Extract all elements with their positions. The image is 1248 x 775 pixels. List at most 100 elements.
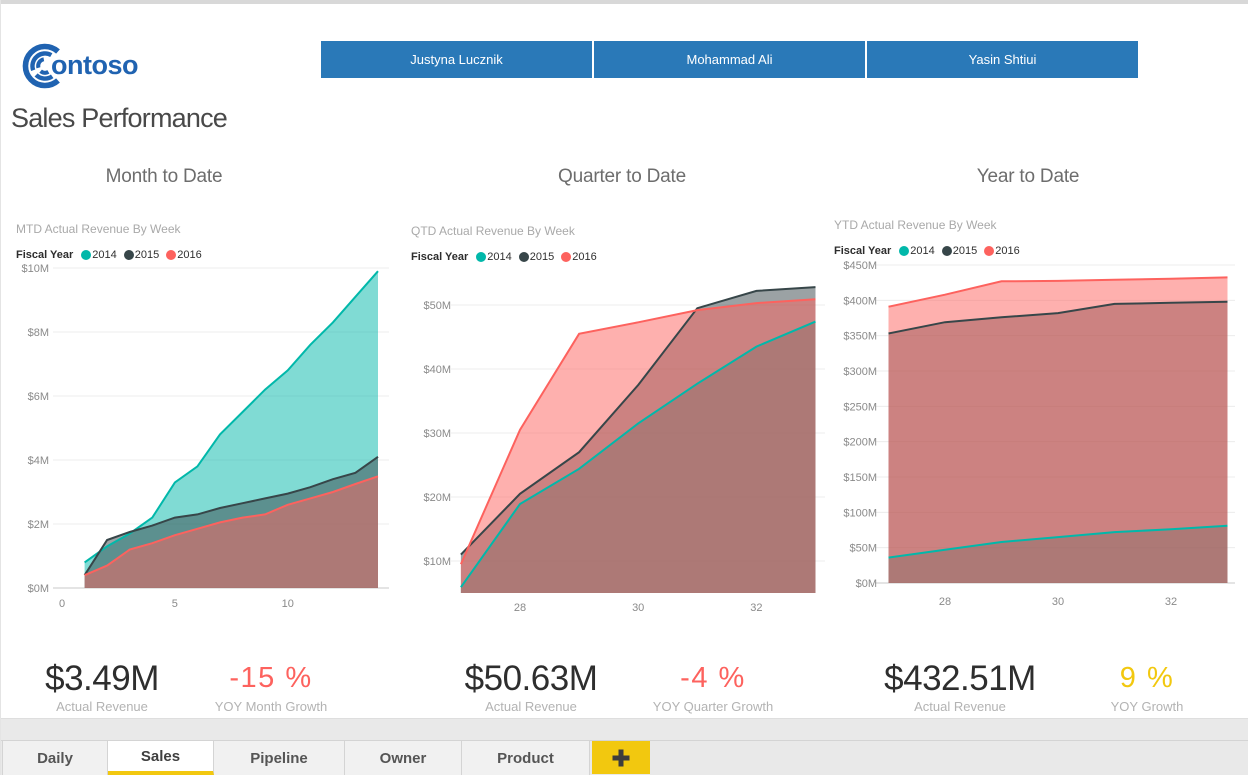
y-axis-label: $20M xyxy=(423,492,451,504)
kpi-value: $3.49M xyxy=(45,659,159,698)
line-2016[interactable] xyxy=(459,298,816,565)
legend-dot-2016 xyxy=(984,246,995,256)
legend-dot-2015 xyxy=(518,252,529,262)
legend-title: Fiscal Year xyxy=(834,245,892,257)
x-axis-label: 32 xyxy=(750,602,762,614)
window-edge xyxy=(1,0,1248,4)
y-axis-label: $0M xyxy=(856,578,877,590)
legend-label: 2014 xyxy=(487,251,512,263)
tab-owner[interactable]: Owner xyxy=(345,741,462,775)
mtd-legend: Fiscal Year 2014 2015 2016 xyxy=(16,249,209,261)
x-axis-label: 0 xyxy=(59,598,65,610)
y-axis-label: $2M xyxy=(28,519,49,531)
area-2016[interactable] xyxy=(84,476,378,588)
legend-item-2014[interactable]: 2014 xyxy=(899,245,935,257)
qtd-growth-card: -4 % YOY Quarter Growth xyxy=(653,662,773,714)
kpi-label: Actual Revenue xyxy=(56,699,148,714)
slicer-button-mohammad-ali[interactable]: Mohammad Ali xyxy=(594,41,865,78)
line-2014[interactable] xyxy=(888,524,1228,559)
legend-dot-2015 xyxy=(123,250,134,260)
qtd-chart-title: QTD Actual Revenue By Week xyxy=(411,224,575,238)
line-2014[interactable] xyxy=(460,320,816,588)
legend-dot-2016 xyxy=(561,252,572,262)
kpi-label: YOY Quarter Growth xyxy=(652,699,774,714)
y-axis-label: $4M xyxy=(28,455,49,467)
kpi-growth-value: -15 % xyxy=(229,662,313,694)
add-page-button[interactable] xyxy=(592,741,650,774)
x-axis-label: 28 xyxy=(939,596,951,608)
x-axis-label: 32 xyxy=(1165,596,1177,608)
logo-arc-mid-bottom xyxy=(34,73,54,81)
x-axis-label: 28 xyxy=(514,602,526,614)
area-2016[interactable] xyxy=(888,277,1228,583)
line-2015[interactable] xyxy=(460,286,816,556)
y-axis-label: $50M xyxy=(423,300,451,312)
mtd-chart-title: MTD Actual Revenue By Week xyxy=(16,222,181,236)
legend-item-2016[interactable]: 2016 xyxy=(166,249,202,261)
x-axis-label: 10 xyxy=(282,598,294,610)
legend-item-2014[interactable]: 2014 xyxy=(476,251,512,263)
legend-item-2015[interactable]: 2015 xyxy=(123,249,160,261)
y-axis-label: $100M xyxy=(843,507,877,519)
page-title: Sales Performance xyxy=(11,103,228,133)
page-tabs: Daily Sales Pipeline Owner Product xyxy=(2,741,650,775)
line-2016[interactable] xyxy=(888,276,1228,308)
legend-title: Fiscal Year xyxy=(411,251,469,263)
y-axis-label: $0M xyxy=(28,583,49,595)
ytd-growth-card: 9 % YOY Growth xyxy=(1111,662,1184,714)
legend-item-2016[interactable]: 2016 xyxy=(984,245,1020,257)
legend-label: 2015 xyxy=(952,245,978,257)
legend-dot-2014 xyxy=(81,250,92,260)
y-axis-label: $8M xyxy=(28,327,49,339)
tab-sales[interactable]: Sales xyxy=(108,741,214,775)
line-2015[interactable] xyxy=(83,455,379,576)
legend-item-2015[interactable]: 2015 xyxy=(518,251,555,263)
legend-label: 2014 xyxy=(92,249,117,261)
ytd-chart-title: YTD Actual Revenue By Week xyxy=(834,218,997,232)
y-axis-label: $400M xyxy=(843,295,877,307)
ytd-legend: Fiscal Year 2014 2015 2016 xyxy=(834,245,1027,257)
x-axis-label: 5 xyxy=(172,598,178,610)
legend-dot-2015 xyxy=(941,246,952,256)
area-2016[interactable] xyxy=(460,299,816,593)
ytd-area-chart: $0M $50M $100M $150M $200M $250M $300M $350M $40… xyxy=(843,260,1235,608)
qtd-area-chart: $10M $20M $30M $40M $50M 28 30 32 xyxy=(423,286,825,614)
y-axis-label: $10M xyxy=(423,556,451,568)
x-axis-label: 30 xyxy=(632,602,644,614)
logo-wordmark: ontoso xyxy=(51,50,138,80)
legend-label: 2016 xyxy=(177,249,202,261)
logo-arc-inner-bottom xyxy=(39,69,50,75)
legend-label: 2014 xyxy=(910,245,935,257)
footer-divider xyxy=(1,740,1248,741)
legend-label: 2015 xyxy=(134,249,160,261)
kpi-value: $50.63M xyxy=(464,659,598,698)
legend-label: 2015 xyxy=(529,251,555,263)
y-axis-label: $30M xyxy=(423,428,451,440)
legend-label: 2016 xyxy=(572,251,597,263)
y-axis-label: $50M xyxy=(849,543,877,555)
tab-product[interactable]: Product xyxy=(462,741,590,775)
kpi-label: Actual Revenue xyxy=(914,699,1006,714)
kpi-growth-value: -4 % xyxy=(680,662,746,694)
legend-item-2016[interactable]: 2016 xyxy=(561,251,597,263)
y-axis-label: $10M xyxy=(21,263,49,275)
legend-item-2015[interactable]: 2015 xyxy=(941,245,978,257)
mtd-growth-card: -15 % YOY Month Growth xyxy=(215,662,327,714)
legend-title: Fiscal Year xyxy=(16,249,74,261)
ytd-revenue-card: $432.51M Actual Revenue xyxy=(884,659,1036,714)
slicer-button-justyna-lucznik[interactable]: Justyna Lucznik xyxy=(321,41,592,78)
y-axis-label: $150M xyxy=(843,472,877,484)
line-2016[interactable] xyxy=(84,475,379,577)
kpi-value: $432.51M xyxy=(884,659,1036,698)
tab-pipeline[interactable]: Pipeline xyxy=(214,741,345,775)
tab-daily[interactable]: Daily xyxy=(2,741,108,775)
legend-item-2014[interactable]: 2014 xyxy=(81,249,117,261)
slicer-button-yasin-shtiui[interactable]: Yasin Shtiui xyxy=(867,41,1138,78)
qtd-legend: Fiscal Year 2014 2015 2016 xyxy=(411,251,604,263)
legend-dot-2014 xyxy=(899,246,910,256)
kpi-label: YOY Growth xyxy=(1110,699,1184,714)
logo-arc-mid-top xyxy=(30,51,53,72)
line-2015[interactable] xyxy=(888,300,1228,335)
